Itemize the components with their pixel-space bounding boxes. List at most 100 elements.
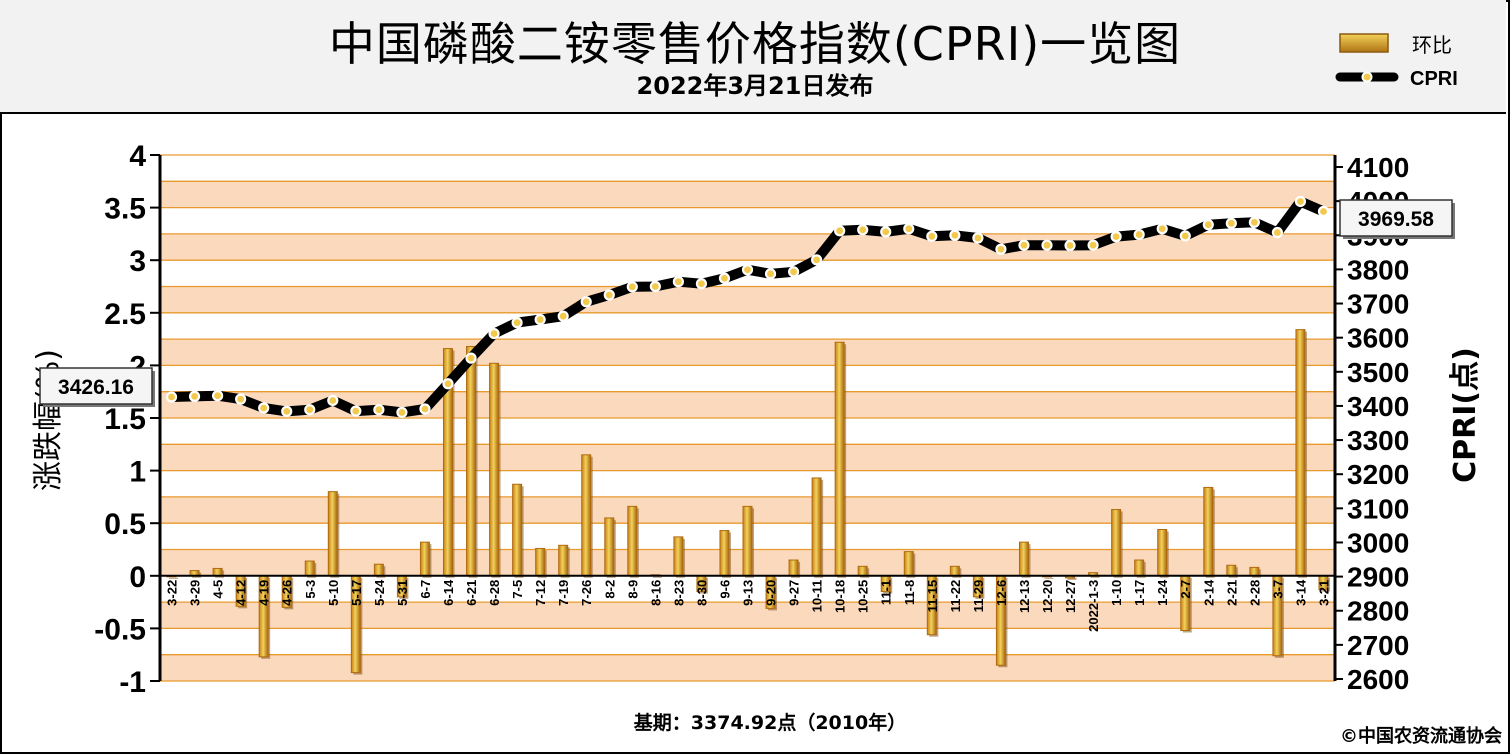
bar-shadow (652, 576, 662, 578)
x-tick-label: 6-21 (464, 580, 479, 606)
x-tick-label: 11-15 (925, 580, 940, 613)
cpri-point (1087, 239, 1099, 251)
cpri-point (741, 264, 754, 276)
plot-band (160, 181, 1335, 208)
cpri-point (626, 281, 638, 293)
x-tick-label: 3-7 (1270, 580, 1285, 599)
chart-title: 中国磷酸二铵零售价格指数(CPRI)一览图 (328, 17, 1182, 71)
x-tick-label: 11-8 (902, 580, 917, 605)
x-tick-label: 9-20 (764, 580, 779, 606)
legend-label-line: CPRI (1410, 68, 1458, 90)
left-tick-label: -0.5 (94, 613, 146, 646)
bar (1295, 329, 1306, 577)
cpri-point (188, 390, 201, 402)
left-tick-label: 2.5 (104, 298, 146, 331)
cpri-point (949, 229, 961, 241)
x-tick-label: 2-21 (1224, 580, 1239, 606)
copyright-text: ©中国农资流通协会 (1340, 726, 1502, 747)
bar (535, 547, 546, 577)
x-tick-label: 12-6 (994, 580, 1009, 606)
x-tick-label: 3-21 (1316, 580, 1331, 606)
bar (512, 483, 523, 577)
left-tick-label: 3.5 (104, 193, 146, 226)
base-period-note: 基期：3374.92点（2010年） (633, 712, 907, 734)
left-tick-label: 0 (129, 561, 146, 594)
bar (327, 491, 338, 577)
cpri-point (1018, 239, 1030, 251)
cpri-point (649, 280, 661, 293)
x-tick-label: 7-12 (533, 580, 548, 606)
cpri-point (1041, 239, 1053, 251)
right-tick-label: 3100 (1347, 493, 1409, 524)
x-tick-label: 5-3 (303, 580, 318, 599)
bar (673, 536, 684, 577)
bar (903, 551, 914, 577)
cpri-point (903, 223, 915, 235)
bar-shadow (1044, 577, 1054, 579)
bar (857, 565, 868, 577)
cpri-point (488, 327, 500, 340)
legend-bar-swatch (1339, 33, 1389, 53)
callout-label: 3969.58 (1358, 208, 1434, 231)
cpri-point (718, 272, 731, 284)
cpri-point (764, 268, 777, 280)
cpri-point (1179, 230, 1191, 242)
plot-band (160, 286, 1335, 313)
cpri-point (350, 405, 362, 417)
left-tick-label: 0.5 (104, 508, 146, 541)
left-tick-label: 1 (129, 456, 146, 489)
cpri-point (304, 404, 316, 416)
cpri-point (857, 224, 869, 236)
cpri-point (787, 266, 800, 278)
cpri-point (1294, 195, 1307, 208)
bar (489, 362, 500, 577)
cpri-point (396, 406, 408, 419)
x-tick-label: 8-2 (602, 580, 617, 599)
bar (811, 477, 822, 577)
x-tick-label: 8-16 (648, 580, 663, 606)
x-tick-label: 2-7 (1178, 580, 1193, 599)
cpri-point (511, 317, 523, 329)
cpri-point (211, 390, 224, 402)
bar (212, 567, 223, 577)
bar (949, 565, 960, 577)
right-tick-label: 3600 (1347, 323, 1409, 354)
x-tick-label: 11-1 (879, 580, 894, 605)
cpri-point (1317, 205, 1330, 218)
x-tick-label: 9-6 (717, 580, 732, 599)
chart-subtitle: 2022年3月21日发布 (636, 72, 874, 100)
cpri-point (1110, 231, 1122, 243)
right-tick-label: 3800 (1347, 254, 1409, 285)
bar (1203, 486, 1214, 577)
plot-band (160, 444, 1335, 471)
x-tick-label: 10-25 (856, 580, 871, 613)
bar (1249, 566, 1260, 577)
x-tick-label: 12-13 (1017, 580, 1032, 613)
cpri-point (557, 310, 569, 322)
left-tick-label: 4 (129, 140, 146, 173)
bar (558, 544, 569, 577)
x-tick-label: 1-10 (1109, 580, 1124, 606)
callout-label: 3426.16 (58, 376, 134, 399)
legend-line-marker (1361, 71, 1373, 83)
bar (581, 454, 592, 577)
bar (788, 559, 799, 577)
right-tick-label: 2900 (1347, 562, 1409, 593)
cpri-point (811, 254, 823, 266)
x-tick-label: 6-28 (487, 580, 502, 606)
x-tick-label: 4-26 (280, 580, 295, 606)
bar (1157, 529, 1168, 577)
x-tick-label: 8-30 (694, 580, 709, 606)
header-panel (0, 0, 1506, 114)
cpri-point (995, 243, 1007, 255)
cpri-point (972, 232, 984, 244)
cpri-point (603, 289, 615, 301)
right-tick-label: 2700 (1347, 630, 1409, 661)
bar (719, 530, 730, 577)
callout-box (39, 367, 153, 405)
right-tick-label: 2800 (1347, 596, 1409, 627)
right-tick-label: 3400 (1347, 391, 1409, 422)
x-tick-label: 7-5 (510, 580, 525, 599)
x-tick-label: 4-12 (234, 580, 249, 606)
x-tick-label: 5-24 (372, 579, 387, 606)
